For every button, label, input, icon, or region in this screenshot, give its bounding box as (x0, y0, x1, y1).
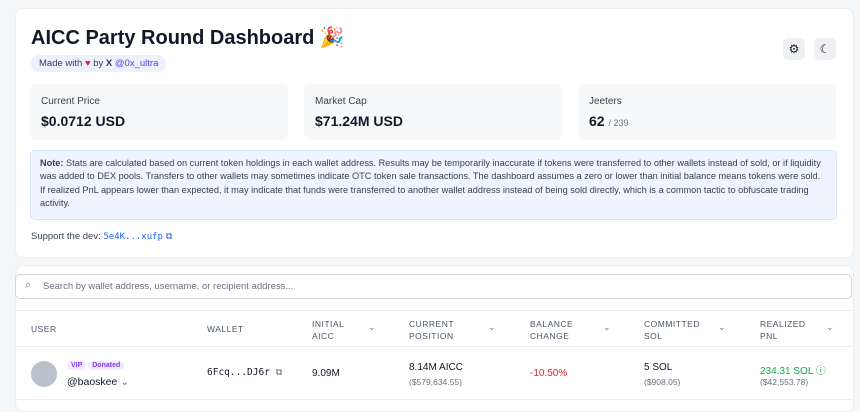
made-with: Made with (39, 58, 83, 69)
note-box: Note: Stats are calculated based on curr… (30, 150, 837, 220)
made-with-badge: Made with ♥ by X @0x_ultra (31, 55, 167, 72)
settings-button[interactable]: ⚙ (783, 38, 805, 60)
username-text: @baoskee (67, 376, 118, 388)
jeeters-total: / 239 (608, 118, 629, 128)
current: 8.14M AICC (409, 362, 463, 373)
badge: VIP (67, 361, 87, 370)
support-address[interactable]: 5e4K...xufp (103, 232, 163, 242)
stat-value: $71.24M USD (315, 113, 403, 129)
search-icon: ⌕ (25, 279, 32, 291)
stat-card: Jeeters 62 / 239 (578, 84, 836, 140)
note-text: Stats are calculated based on current to… (40, 158, 821, 209)
copy-icon[interactable]: ⧉ (165, 231, 173, 242)
support-label: Support the dev: (31, 231, 101, 242)
stat-label: Market Cap (315, 96, 367, 107)
committed-usd: ($908.05) (644, 377, 681, 387)
search-placeholder: Search by wallet address, username, or r… (43, 281, 294, 292)
column-header[interactable]: INITIAL AICC (312, 319, 344, 341)
avatar (31, 361, 57, 387)
balance-change: -10.50% (530, 368, 568, 379)
column-header[interactable]: REALIZED PNL (760, 319, 806, 341)
initial: 9.09M (312, 368, 340, 379)
column-header: USER (31, 324, 57, 334)
sort-icon[interactable]: ⌄ (603, 322, 611, 332)
by: by (93, 58, 104, 69)
current-usd: ($579,634.55) (409, 377, 462, 387)
pnl-text: 234.31 SOL (760, 366, 814, 377)
search-box[interactable]: ⌕ Search by wallet address, username, or … (15, 274, 852, 299)
column-header: WALLET (207, 324, 244, 334)
sort-icon[interactable]: ⌄ (718, 322, 726, 332)
column-header[interactable]: COMMITTED SOL (644, 319, 700, 341)
column-header[interactable]: CURRENT POSITION (409, 319, 454, 341)
badge: Donated (88, 361, 125, 370)
handle-link[interactable]: @0x_ultra (114, 58, 159, 69)
committed: 5 SOL (644, 362, 673, 373)
stat-card: Market Cap $71.24M USD (304, 84, 562, 140)
divider (15, 310, 852, 311)
note-label: Note: (40, 158, 64, 168)
jeeters-count: 62 (589, 113, 605, 129)
heart-icon: ♥ (84, 58, 91, 69)
column-header[interactable]: BALANCE CHANGE (530, 319, 574, 341)
divider (15, 346, 852, 347)
sort-icon[interactable]: ⌄ (488, 322, 496, 332)
title: AICC Party Round Dashboard 🎉 (31, 27, 345, 49)
stat-label: Jeeters (589, 96, 622, 107)
divider (15, 399, 852, 400)
stat-label: Current Price (41, 96, 100, 107)
stat-card: Current Price $0.0712 USD (30, 84, 288, 140)
pnl-usd: ($42,553.78) (760, 377, 809, 387)
stat-value: 62 / 239 (589, 113, 629, 129)
support: Support the dev: 5e4K...xufp ⧉ (31, 231, 172, 242)
x-icon: X (105, 58, 113, 69)
wallet-text: 6Fcq...DJ6r (207, 367, 270, 378)
stat-value: $0.0712 USD (41, 113, 126, 129)
pnl: 234.31 SOL ⓘ (760, 362, 826, 377)
sort-icon[interactable]: ⌄ (368, 322, 376, 332)
copy-icon[interactable]: ⧉ (275, 367, 283, 378)
info-icon[interactable]: ⓘ (815, 366, 826, 377)
badges: VIP Donated (67, 361, 125, 370)
expand-icon[interactable]: ⌄ (120, 376, 130, 388)
theme-button[interactable]: ☾ (814, 38, 836, 60)
wallet[interactable]: 6Fcq...DJ6r ⧉ (207, 367, 282, 378)
username[interactable]: @baoskee ⌄ (67, 376, 129, 388)
sort-icon[interactable]: ⌄ (826, 322, 834, 332)
